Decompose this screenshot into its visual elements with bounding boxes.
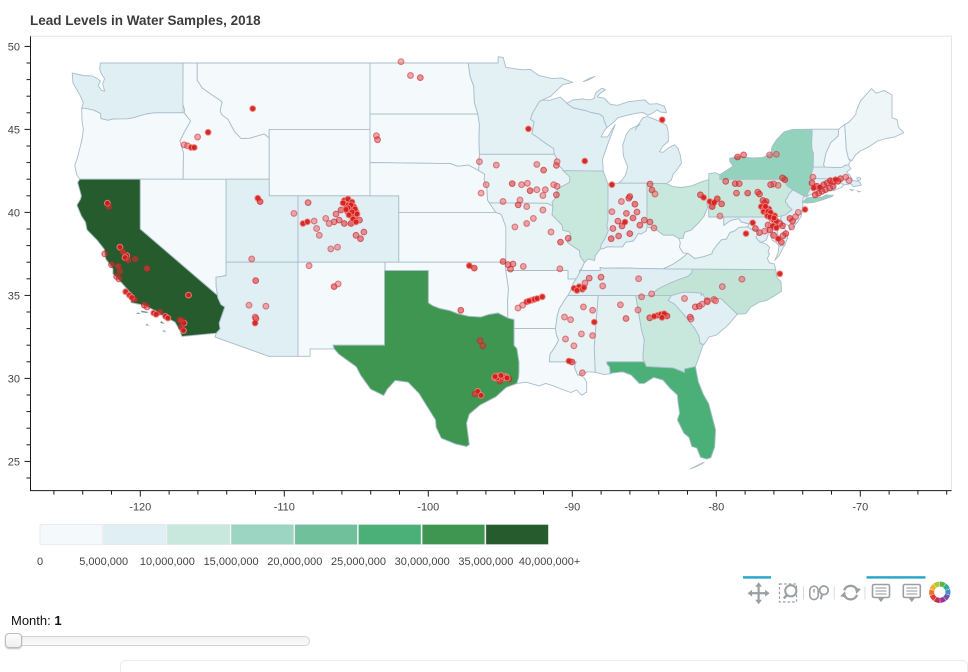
- svg-text:40: 40: [8, 207, 20, 219]
- svg-text:30: 30: [8, 373, 20, 385]
- svg-text:-120: -120: [129, 502, 151, 514]
- svg-text:35,000,000: 35,000,000: [458, 556, 513, 568]
- svg-text:10,000,000: 10,000,000: [140, 556, 195, 568]
- svg-text:25: 25: [8, 456, 20, 468]
- svg-text:40,000,000+: 40,000,000+: [519, 556, 580, 568]
- svg-text:20,000,000: 20,000,000: [267, 556, 322, 568]
- svg-text:-110: -110: [274, 502, 295, 514]
- svg-text:50: 50: [8, 41, 20, 53]
- svg-text:-100: -100: [417, 502, 439, 514]
- svg-text:25,000,000: 25,000,000: [331, 556, 386, 568]
- svg-text:15,000,000: 15,000,000: [204, 556, 259, 568]
- svg-text:0: 0: [37, 556, 43, 568]
- svg-text:-80: -80: [708, 502, 724, 514]
- svg-text:30,000,000: 30,000,000: [395, 556, 450, 568]
- svg-text:5,000,000: 5,000,000: [79, 556, 128, 568]
- svg-text:35: 35: [8, 290, 20, 302]
- svg-text:-70: -70: [852, 502, 868, 514]
- svg-text:-90: -90: [564, 502, 580, 514]
- svg-text:45: 45: [8, 124, 20, 136]
